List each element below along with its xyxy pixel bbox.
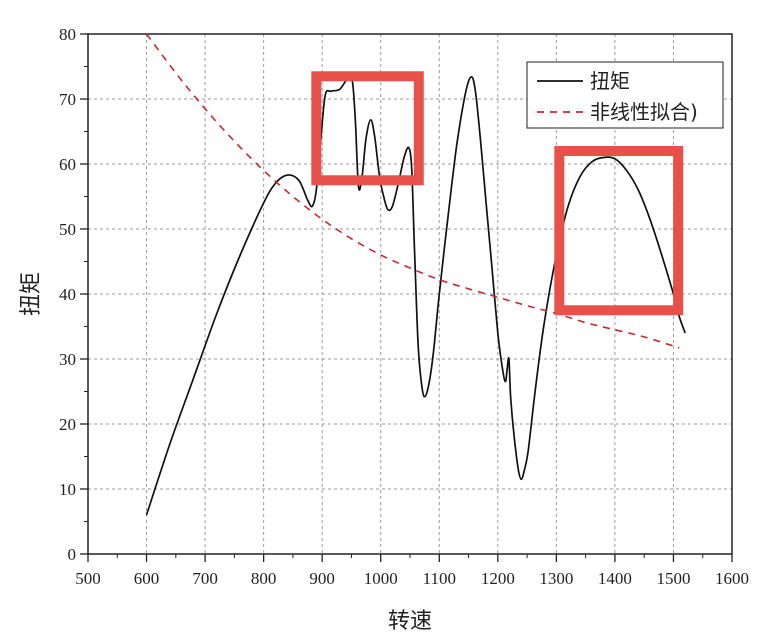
x-tick-label: 1000 <box>364 569 398 588</box>
x-tick-label: 800 <box>251 569 277 588</box>
x-tick-label: 1600 <box>715 569 749 588</box>
legend-label-torque: 扭矩 <box>590 69 630 93</box>
x-tick-label: 700 <box>192 569 218 588</box>
y-tick-label: 80 <box>59 25 76 44</box>
highlight-box-1 <box>311 71 424 186</box>
y-tick-label: 40 <box>59 285 76 304</box>
legend: 扭矩 非线性拟合) <box>526 61 724 129</box>
x-tick-label: 1400 <box>598 569 632 588</box>
x-tick-label: 900 <box>309 569 335 588</box>
y-tick-label: 30 <box>59 350 76 369</box>
x-tick-label: 1200 <box>481 569 515 588</box>
y-tick-label: 50 <box>59 220 76 239</box>
x-tick-label: 600 <box>134 569 160 588</box>
x-tick-label: 1100 <box>423 569 456 588</box>
legend-frame <box>526 61 724 129</box>
y-tick-label: 20 <box>59 415 76 434</box>
x-axis-title: 转速 <box>388 609 432 634</box>
y-tick-label: 10 <box>59 480 76 499</box>
legend-label-fit: 非线性拟合) <box>590 100 698 124</box>
y-tick-label: 0 <box>68 545 77 564</box>
x-tick-label: 1300 <box>539 569 573 588</box>
y-tick-label: 60 <box>59 155 76 174</box>
highlight-box-2 <box>554 146 684 316</box>
y-tick-label: 70 <box>59 90 76 109</box>
y-axis-title: 扭矩 <box>19 272 44 316</box>
axis-ticks: 500 600 700 800 900 1000 1100 1200 1300 1400 1500 1… <box>59 25 749 588</box>
highlight-boxes <box>311 71 684 316</box>
x-tick-label: 500 <box>75 569 101 588</box>
x-tick-label: 1500 <box>656 569 690 588</box>
